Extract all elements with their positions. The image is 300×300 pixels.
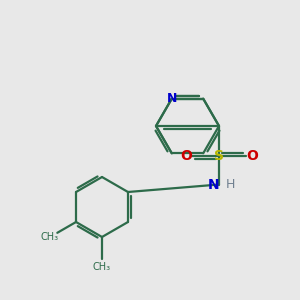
Text: O: O <box>180 149 192 163</box>
Text: N: N <box>208 178 219 191</box>
Text: O: O <box>246 149 258 163</box>
Text: N: N <box>167 92 177 105</box>
Text: S: S <box>214 149 224 163</box>
Text: CH₃: CH₃ <box>93 262 111 272</box>
Text: CH₃: CH₃ <box>41 232 59 242</box>
Text: H: H <box>226 178 235 191</box>
